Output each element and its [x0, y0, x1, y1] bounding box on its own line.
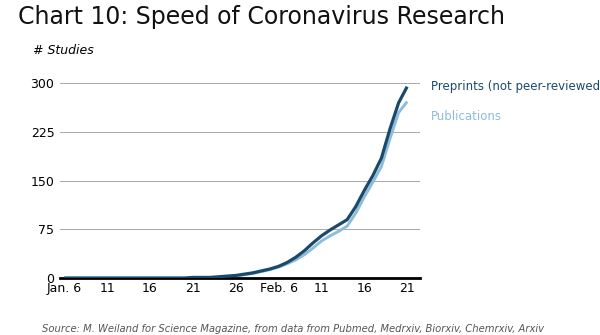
Text: Preprints (not peer-reviewed): Preprints (not peer-reviewed) [431, 80, 600, 93]
Text: Publications: Publications [431, 111, 502, 124]
Text: Source: M. Weiland for Science Magazine, from data from Pubmed, Medrxiv, Biorxiv: Source: M. Weiland for Science Magazine,… [42, 324, 544, 334]
Text: # Studies: # Studies [33, 44, 94, 57]
Text: Chart 10: Speed of Coronavirus Research: Chart 10: Speed of Coronavirus Research [18, 5, 505, 29]
